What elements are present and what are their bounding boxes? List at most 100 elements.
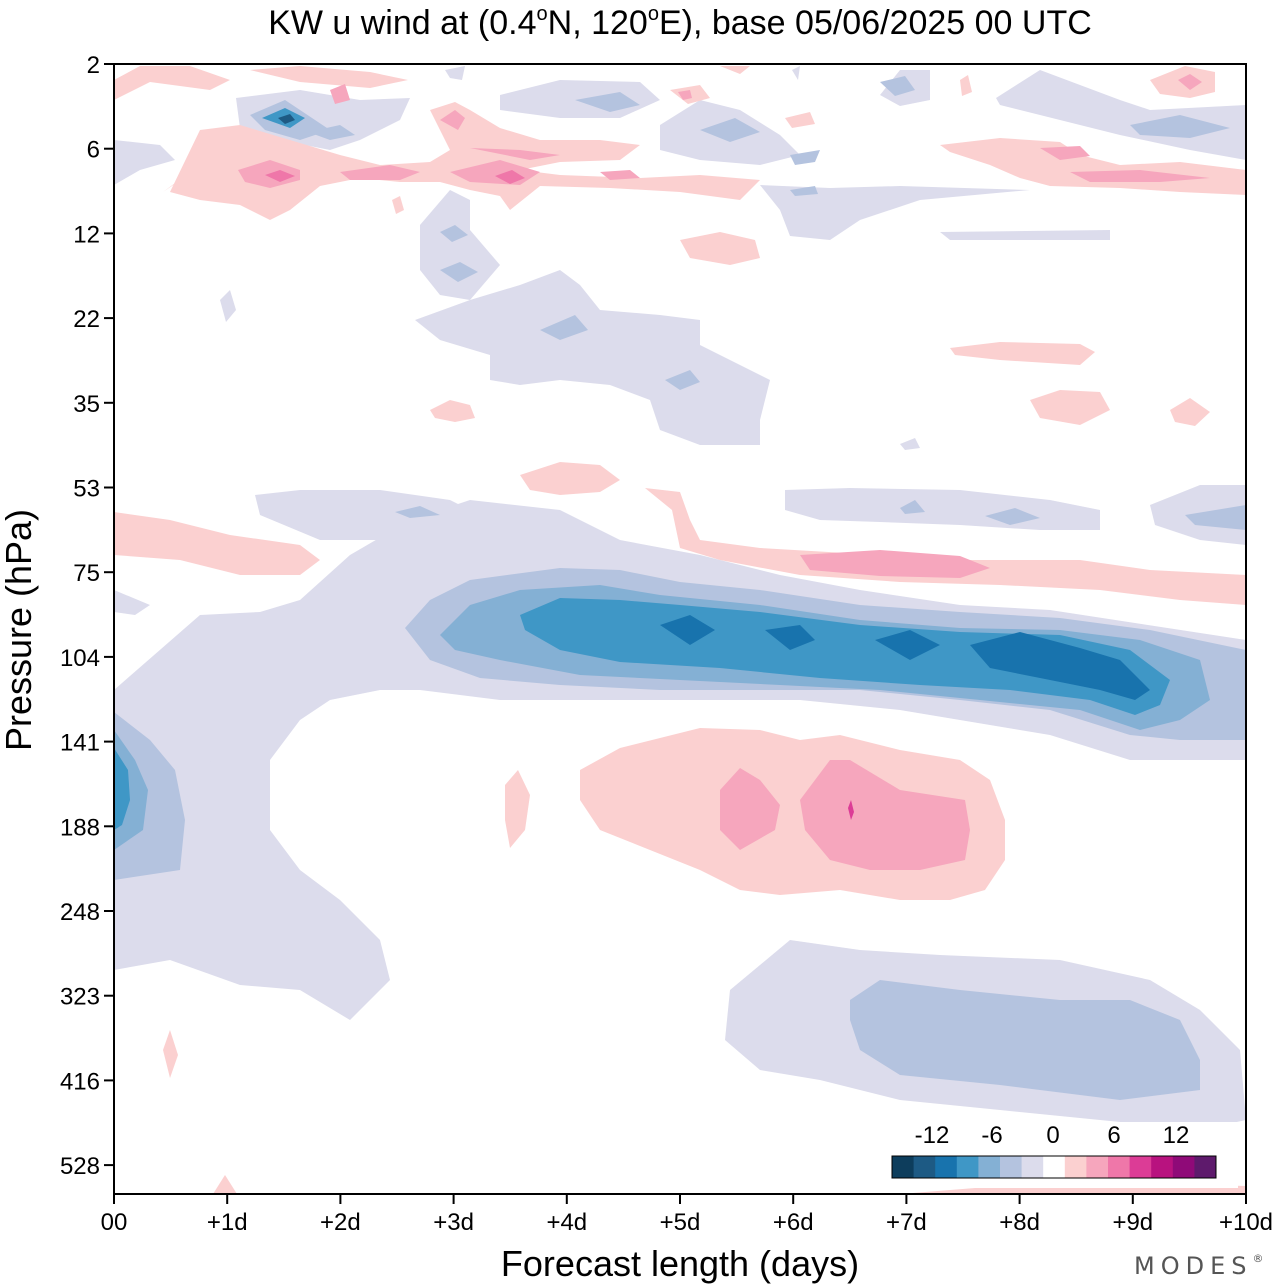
- contour-neg-1: [900, 438, 920, 450]
- y-tick-label: 22: [73, 306, 100, 333]
- colorbar-tick-label: 12: [1163, 1122, 1190, 1149]
- contour-pos-7: [848, 800, 854, 820]
- contour-pos-1: [950, 342, 1095, 365]
- contour-neg-1: [792, 66, 800, 80]
- contour-neg-3: [1185, 505, 1246, 530]
- colorbar-swatch: [1194, 1156, 1217, 1178]
- contour-pos-1: [520, 462, 620, 495]
- x-axis: 00 +1d +2d +3d +4d +5d +6d +7d +8d +9d +10d: [101, 1194, 1273, 1236]
- contour-pos-1: [114, 512, 320, 575]
- y-tick-label: 35: [73, 391, 100, 418]
- colorbar-swatch: [1043, 1156, 1066, 1178]
- colorbar-swatch: [1064, 1156, 1087, 1178]
- contour-pos-1: [170, 102, 760, 220]
- contour-neg-3: [985, 508, 1040, 525]
- colorbar-swatch: [956, 1156, 979, 1178]
- contour-pos-3: [800, 550, 990, 578]
- colorbar-tick-label: 6: [1107, 1122, 1120, 1149]
- colorbar-swatch: [1172, 1156, 1195, 1178]
- colorbar-swatch: [978, 1156, 1001, 1178]
- contour-neg-1: [445, 66, 465, 80]
- contour-neg-3: [308, 125, 355, 140]
- title-part-mid: N, 120: [548, 4, 648, 42]
- contour-pos-1: [785, 112, 815, 128]
- brand-mark: ®: [1252, 1252, 1269, 1265]
- contour-neg-7: [114, 748, 130, 830]
- colorbar-frame: [891, 1155, 1217, 1179]
- y-tick-label: 104: [60, 645, 100, 672]
- y-tick-label: 6: [87, 137, 100, 164]
- colorbar-tick-label: -6: [981, 1122, 1002, 1149]
- colorbar-tick-label: -12: [915, 1122, 950, 1149]
- contour-pos-3: [340, 165, 420, 180]
- contour-pos-5: [495, 170, 525, 184]
- contour-neg-9: [660, 615, 715, 645]
- y-tick-label: 75: [73, 560, 100, 587]
- x-tick-label: +5d: [660, 1209, 701, 1236]
- x-tick-label: 00: [101, 1209, 128, 1236]
- contour-neg-3: [440, 225, 468, 242]
- colorbar-swatch: [892, 1156, 915, 1178]
- contour-pos-1: [1170, 398, 1210, 426]
- x-tick-label: +4d: [546, 1209, 587, 1236]
- y-axis: 2 6 12 22 35 53 75 104 141 188 248 323 416 528: [60, 52, 114, 1180]
- contour-neg-3: [700, 118, 760, 142]
- contour-neg-3: [790, 186, 818, 196]
- colorbar: -12 -6 0 6 12: [870, 1122, 1238, 1188]
- contour-neg-1: [195, 615, 270, 780]
- y-tick-label: 248: [60, 899, 100, 926]
- y-tick-label: 12: [73, 221, 100, 248]
- x-tick-label: +2d: [320, 1209, 361, 1236]
- y-tick-label: 2: [87, 52, 100, 79]
- contour-pos-1: [1030, 390, 1110, 425]
- contour-neg-1: [220, 290, 236, 322]
- contour-neg-1: [415, 270, 770, 445]
- contour-pos-1: [430, 400, 475, 422]
- contour-pos-1: [163, 1030, 178, 1078]
- contour-pos-1: [680, 232, 760, 265]
- contour-neg-3: [575, 92, 640, 112]
- contour-neg-1: [114, 590, 150, 615]
- contour-pos-3: [440, 110, 465, 130]
- contour-neg-3: [440, 262, 478, 282]
- colorbar-swatch: [1129, 1156, 1152, 1178]
- contour-pos-3: [600, 170, 640, 180]
- contour-pos-1: [645, 488, 1246, 605]
- title-part-pre: KW u wind at (0.4: [268, 4, 536, 42]
- contour-pos-3: [1040, 146, 1090, 160]
- x-tick-label: +1d: [207, 1209, 248, 1236]
- contour-pos-3: [1070, 170, 1210, 182]
- contour-pos-1: [392, 196, 404, 214]
- contour-neg-1: [760, 185, 1030, 240]
- contour-neg-1: [940, 230, 1110, 240]
- contour-pos-1: [114, 66, 230, 100]
- contour-pos-3: [800, 760, 970, 870]
- contour-neg-3: [395, 506, 440, 518]
- contour-neg-9: [970, 632, 1150, 700]
- colorbar-swatch: [1021, 1156, 1044, 1178]
- contour-pos-1: [720, 66, 750, 74]
- y-tick-label: 141: [60, 730, 100, 757]
- title-degree-2: o: [648, 3, 659, 25]
- contour-pos-3: [720, 768, 780, 850]
- contour-neg-9: [765, 625, 815, 650]
- contour-neg-9: [875, 630, 940, 660]
- contour-neg-3: [850, 980, 1200, 1100]
- colorbar-swatch: [1151, 1156, 1174, 1178]
- colorbar-swatch: [1086, 1156, 1109, 1178]
- colorbar-tick-label: 0: [1046, 1122, 1059, 1149]
- x-tick-label: +10d: [1219, 1209, 1273, 1236]
- x-tick-label: +3d: [433, 1209, 474, 1236]
- contour-neg-3: [880, 76, 915, 96]
- x-axis-title: Forecast length (days): [501, 1243, 859, 1284]
- y-tick-label: 53: [73, 476, 100, 503]
- chart-title: KW u wind at (0.4oN, 120oE), base 05/06/…: [268, 3, 1092, 42]
- contour-pos-1: [213, 1175, 237, 1194]
- colorbar-swatch: [913, 1156, 936, 1178]
- contour-pos-5: [265, 170, 295, 182]
- contour-neg-3: [540, 315, 588, 340]
- y-tick-label: 323: [60, 984, 100, 1011]
- contour-neg-3: [114, 712, 185, 880]
- contour-pos-3: [330, 84, 350, 104]
